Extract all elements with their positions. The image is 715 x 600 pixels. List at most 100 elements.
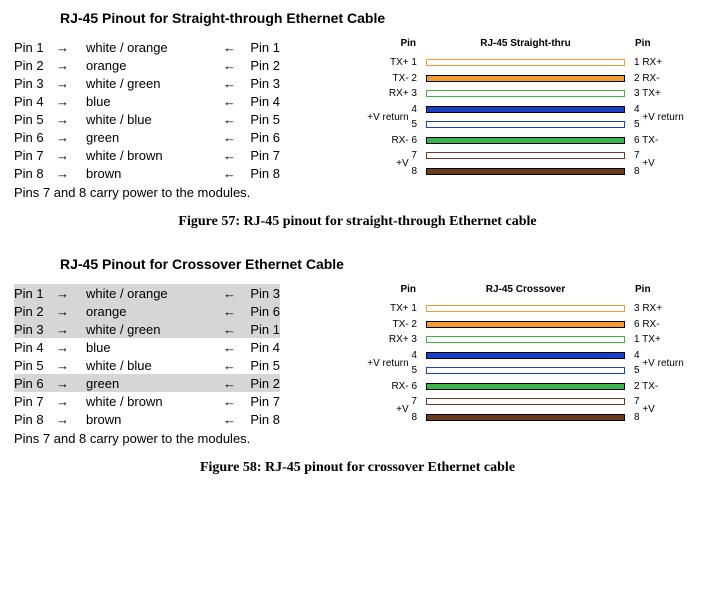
hdr-pin-right: Pin xyxy=(631,284,701,295)
arrow-right-icon: → xyxy=(56,338,86,356)
pin-row: Pin 4→blue← Pin 4 xyxy=(14,92,280,110)
arrow-left-icon: ← xyxy=(216,374,236,392)
wire xyxy=(426,305,625,312)
pin-color: blue xyxy=(86,338,216,356)
figure-caption: Figure 58: RJ-45 pinout for crossover Et… xyxy=(14,460,701,476)
signal-label-left: TX- 2 xyxy=(364,319,420,330)
pin-color: white / orange xyxy=(86,38,216,56)
pin-color: white / green xyxy=(86,74,216,92)
pin-color: white / brown xyxy=(86,392,216,410)
section-title: RJ-45 Pinout for Straight-through Ethern… xyxy=(60,10,701,26)
signal-label-right: 3 RX+ xyxy=(631,303,701,314)
signal-label-right: 4 +V return xyxy=(631,104,701,115)
arrow-left-icon: ← xyxy=(216,92,236,110)
arrow-left-icon: ← xyxy=(216,338,236,356)
wire xyxy=(426,75,625,82)
pin-right: Pin 5 xyxy=(236,356,280,374)
hdr-center: RJ-45 Crossover xyxy=(420,284,631,295)
wire xyxy=(426,383,625,390)
figure-caption: Figure 57: RJ-45 pinout for straight-thr… xyxy=(14,214,701,230)
pin-table-left: Pin 1→white / orange← Pin 1Pin 2→orange←… xyxy=(14,38,364,200)
arrow-right-icon: → xyxy=(56,392,86,410)
arrow-left-icon: ← xyxy=(216,74,236,92)
pin-row: Pin 8→brown← Pin 8 xyxy=(14,164,280,182)
arrow-right-icon: → xyxy=(56,302,86,320)
arrow-left-icon: ← xyxy=(216,146,236,164)
wire-row: +V return 4 4 +V return xyxy=(364,102,701,118)
arrow-right-icon: → xyxy=(56,92,86,110)
arrow-right-icon: → xyxy=(56,38,86,56)
wire xyxy=(426,321,625,328)
arrow-left-icon: ← xyxy=(216,284,236,302)
pin-right: Pin 7 xyxy=(236,392,280,410)
wire xyxy=(426,168,625,175)
pin-right: Pin 7 xyxy=(236,146,280,164)
signal-label-left: TX+ 1 xyxy=(364,303,420,314)
pin-right: Pin 8 xyxy=(236,410,280,428)
wire xyxy=(426,137,625,144)
signal-label-left: 8 xyxy=(364,166,420,177)
arrow-right-icon: → xyxy=(56,56,86,74)
pin-right: Pin 1 xyxy=(236,320,280,338)
pin-row: Pin 5→white / blue← Pin 5 xyxy=(14,356,280,374)
pin-right: Pin 6 xyxy=(236,302,280,320)
pin-color: orange xyxy=(86,56,216,74)
arrow-left-icon: ← xyxy=(216,320,236,338)
pin-left: Pin 1 xyxy=(14,284,56,302)
pin-color: white / green xyxy=(86,320,216,338)
footnote: Pins 7 and 8 carry power to the modules. xyxy=(14,185,358,200)
pin-row: Pin 1→white / orange← Pin 3 xyxy=(14,284,280,302)
pin-left: Pin 7 xyxy=(14,146,56,164)
pin-left: Pin 8 xyxy=(14,410,56,428)
pin-row: Pin 6→green← Pin 2 xyxy=(14,374,280,392)
pin-left: Pin 1 xyxy=(14,38,56,56)
pin-right: Pin 4 xyxy=(236,92,280,110)
pin-color: brown xyxy=(86,164,216,182)
arrow-right-icon: → xyxy=(56,128,86,146)
wire xyxy=(426,398,625,405)
signal-label-left: TX- 2 xyxy=(364,73,420,84)
pin-row: Pin 4→blue← Pin 4 xyxy=(14,338,280,356)
arrow-left-icon: ← xyxy=(216,410,236,428)
signal-label-right: 7 +V xyxy=(631,150,701,161)
arrow-right-icon: → xyxy=(56,410,86,428)
wire xyxy=(426,352,625,359)
pin-left: Pin 3 xyxy=(14,320,56,338)
straight-section: RJ-45 Pinout for Straight-through Ethern… xyxy=(14,10,701,230)
arrow-right-icon: → xyxy=(56,374,86,392)
wire xyxy=(426,106,625,113)
wire-row: TX+ 11 RX+ xyxy=(364,55,701,71)
wire-row: RX+ 31 TX+ xyxy=(364,332,701,348)
signal-label-right: 1 RX+ xyxy=(631,57,701,68)
pin-right: Pin 2 xyxy=(236,56,280,74)
pin-left: Pin 4 xyxy=(14,338,56,356)
pin-left: Pin 7 xyxy=(14,392,56,410)
signal-label-right: 4 +V return xyxy=(631,350,701,361)
pin-color: white / blue xyxy=(86,110,216,128)
pin-right: Pin 2 xyxy=(236,374,280,392)
arrow-left-icon: ← xyxy=(216,164,236,182)
arrow-right-icon: → xyxy=(56,284,86,302)
wire-row: +V 7 7 +V xyxy=(364,394,701,410)
pin-right: Pin 3 xyxy=(236,284,280,302)
wire xyxy=(426,414,625,421)
pin-color: white / orange xyxy=(86,284,216,302)
wire xyxy=(426,152,625,159)
signal-label-left: RX- 6 xyxy=(364,135,420,146)
signal-label-right: 7 +V xyxy=(631,396,701,407)
pin-row: Pin 7→white / brown← Pin 7 xyxy=(14,392,280,410)
arrow-left-icon: ← xyxy=(216,56,236,74)
pin-row: Pin 2→orange← Pin 2 xyxy=(14,56,280,74)
wire-diagram: Pin RJ-45 Crossover Pin TX+ 13 RX+TX- 26… xyxy=(364,284,701,446)
pin-right: Pin 3 xyxy=(236,74,280,92)
arrow-left-icon: ← xyxy=(216,110,236,128)
signal-label-right: 2 RX- xyxy=(631,73,701,84)
signal-label-left: +V return 4 xyxy=(364,104,420,115)
signal-label-right: 1 TX+ xyxy=(631,334,701,345)
signal-label-left: +V 7 xyxy=(364,396,420,407)
wire-row: TX- 2 2 RX- xyxy=(364,71,701,87)
wire xyxy=(426,367,625,374)
wire xyxy=(426,59,625,66)
wire-row: RX- 62 TX- xyxy=(364,379,701,395)
arrow-right-icon: → xyxy=(56,164,86,182)
